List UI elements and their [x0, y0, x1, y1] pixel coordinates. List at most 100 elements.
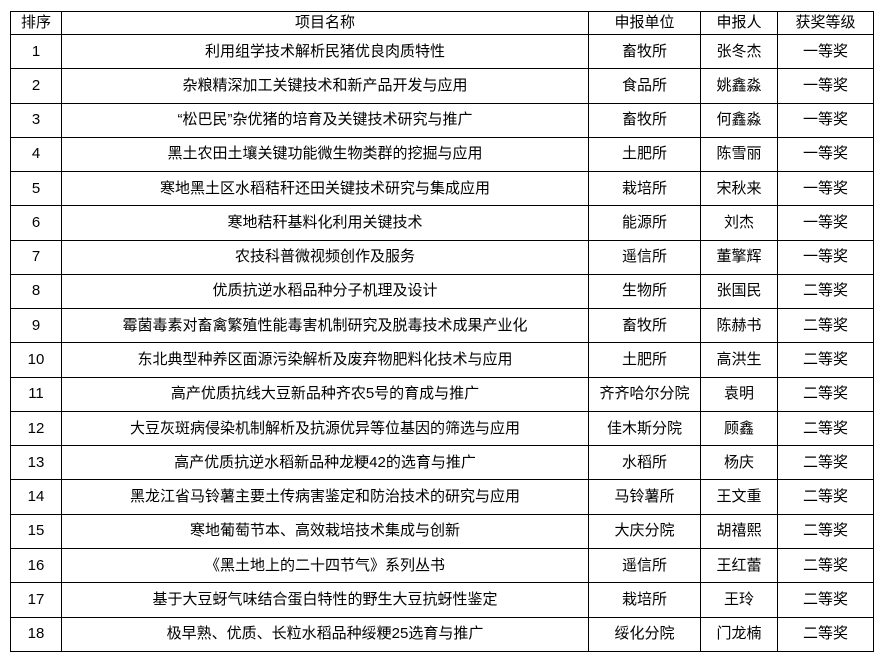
cell-applicant: 张国民 [700, 273, 778, 310]
cell-applicant: 宋秋来 [700, 171, 778, 207]
cell-rank: 12 [10, 410, 62, 447]
header-row: 排序 项目名称 申报单位 申报人 获奖等级 [10, 11, 874, 35]
cell-rank: 9 [10, 308, 62, 344]
cell-applicant: 董擎辉 [700, 239, 778, 275]
table-row: 7 农技科普微视频创作及服务 遥信所 董擎辉 一等奖 [10, 239, 874, 275]
cell-award: 一等奖 [777, 102, 874, 138]
table-row: 11 高产优质抗线大豆新品种齐农5号的育成与推广 齐齐哈尔分院 袁明 二等奖 [10, 376, 874, 412]
cell-award: 一等奖 [777, 33, 874, 70]
cell-award: 一等奖 [777, 205, 874, 241]
table-row: 5 寒地黑土区水稻秸秆还田关键技术研究与集成应用 栽培所 宋秋来 一等奖 [10, 171, 874, 207]
cell-award: 二等奖 [777, 479, 874, 515]
cell-unit: 畜牧所 [588, 33, 701, 70]
cell-award: 二等奖 [777, 582, 874, 618]
cell-award: 二等奖 [777, 513, 874, 549]
table-row: 1 利用组学技术解析民猪优良肉质特性 畜牧所 张冬杰 一等奖 [10, 33, 874, 70]
table-row: 2 杂粮精深加工关键技术和新产品开发与应用 食品所 姚鑫淼 一等奖 [10, 68, 874, 104]
cell-award: 二等奖 [777, 342, 874, 378]
cell-rank: 5 [10, 171, 62, 207]
cell-applicant: 王文重 [700, 479, 778, 515]
cell-rank: 13 [10, 445, 62, 481]
cell-applicant: 袁明 [700, 376, 778, 412]
cell-award: 一等奖 [777, 171, 874, 207]
cell-rank: 3 [10, 102, 62, 138]
cell-unit: 畜牧所 [588, 102, 701, 138]
cell-award: 二等奖 [777, 376, 874, 412]
cell-applicant: 王玲 [700, 582, 778, 618]
table-header: 排序 项目名称 申报单位 申报人 获奖等级 [10, 11, 874, 35]
cell-unit: 土肥所 [588, 342, 701, 378]
cell-rank: 2 [10, 68, 62, 104]
cell-award: 二等奖 [777, 273, 874, 310]
table-row: 18 极早熟、优质、长粒水稻品种绥粳25选育与推广 绥化分院 门龙楠 二等奖 [10, 616, 874, 653]
cell-rank: 1 [10, 33, 62, 70]
cell-award: 一等奖 [777, 136, 874, 173]
cell-unit: 食品所 [588, 68, 701, 104]
cell-rank: 14 [10, 479, 62, 515]
cell-project: 农技科普微视频创作及服务 [61, 239, 589, 275]
header-award: 获奖等级 [777, 11, 874, 35]
cell-project: 寒地黑土区水稻秸秆还田关键技术研究与集成应用 [61, 171, 589, 207]
cell-project: 黑土农田土壤关键功能微生物类群的挖掘与应用 [61, 136, 589, 173]
cell-project: 寒地葡萄节本、高效栽培技术集成与创新 [61, 513, 589, 549]
cell-rank: 7 [10, 239, 62, 275]
cell-unit: 遥信所 [588, 547, 701, 584]
cell-award: 二等奖 [777, 616, 874, 653]
cell-applicant: 胡禧熙 [700, 513, 778, 549]
cell-project: 黑龙江省马铃薯主要土传病害鉴定和防治技术的研究与应用 [61, 479, 589, 515]
header-rank: 排序 [10, 11, 62, 35]
cell-project: 利用组学技术解析民猪优良肉质特性 [61, 33, 589, 70]
cell-unit: 畜牧所 [588, 308, 701, 344]
table-body: 1 利用组学技术解析民猪优良肉质特性 畜牧所 张冬杰 一等奖 2 杂粮精深加工关键技术和新产… [10, 33, 874, 653]
cell-project: 杂粮精深加工关键技术和新产品开发与应用 [61, 68, 589, 104]
table-row: 13 高产优质抗逆水稻新品种龙粳42的选育与推广 水稻所 杨庆 二等奖 [10, 445, 874, 481]
cell-project: 大豆灰斑病侵染机制解析及抗源优异等位基因的筛选与应用 [61, 410, 589, 447]
cell-applicant: 姚鑫淼 [700, 68, 778, 104]
cell-unit: 能源所 [588, 205, 701, 241]
table-row: 9 霉菌毒素对畜禽繁殖性能毒害机制研究及脱毒技术成果产业化 畜牧所 陈赫书 二等奖 [10, 308, 874, 344]
cell-rank: 18 [10, 616, 62, 653]
cell-rank: 17 [10, 582, 62, 618]
cell-project: 高产优质抗逆水稻新品种龙粳42的选育与推广 [61, 445, 589, 481]
cell-project: 极早熟、优质、长粒水稻品种绥粳25选育与推广 [61, 616, 589, 653]
cell-applicant: 王红蕾 [700, 547, 778, 584]
award-table-container: 排序 项目名称 申报单位 申报人 获奖等级 1 利用组学技术解析民猪优良肉质特性畜… [10, 11, 874, 653]
cell-award: 二等奖 [777, 308, 874, 344]
cell-rank: 4 [10, 136, 62, 173]
cell-unit: 水稻所 [588, 445, 701, 481]
cell-applicant: 门龙楠 [700, 616, 778, 653]
header-project: 项目名称 [61, 11, 589, 35]
cell-rank: 16 [10, 547, 62, 584]
cell-unit: 生物所 [588, 273, 701, 310]
cell-applicant: 陈雪丽 [700, 136, 778, 173]
cell-applicant: 顾鑫 [700, 410, 778, 447]
cell-applicant: 刘杰 [700, 205, 778, 241]
table-row: 17 基于大豆蚜气味结合蛋白特性的野生大豆抗蚜性鉴定 栽培所 王玲 二等奖 [10, 582, 874, 618]
cell-project: 东北典型种养区面源污染解析及废弃物肥料化技术与应用 [61, 342, 589, 378]
cell-applicant: 张冬杰 [700, 33, 778, 70]
cell-project: 《黑土地上的二十四节气》系列丛书 [61, 547, 589, 584]
cell-project: 高产优质抗线大豆新品种齐农5号的育成与推广 [61, 376, 589, 412]
cell-unit: 佳木斯分院 [588, 410, 701, 447]
cell-award: 一等奖 [777, 239, 874, 275]
cell-unit: 马铃薯所 [588, 479, 701, 515]
table-row: 15 寒地葡萄节本、高效栽培技术集成与创新 大庆分院 胡禧熙 二等奖 [10, 513, 874, 549]
table-row: 3 “松巴民”杂优猪的培育及关键技术研究与推广 畜牧所 何鑫淼 一等奖 [10, 102, 874, 138]
header-unit: 申报单位 [588, 11, 701, 35]
cell-project: 霉菌毒素对畜禽繁殖性能毒害机制研究及脱毒技术成果产业化 [61, 308, 589, 344]
cell-applicant: 何鑫淼 [700, 102, 778, 138]
table-row: 6 寒地秸秆基料化利用关键技术 能源所 刘杰 一等奖 [10, 205, 874, 241]
cell-award: 一等奖 [777, 68, 874, 104]
cell-award: 二等奖 [777, 445, 874, 481]
header-applicant: 申报人 [700, 11, 778, 35]
cell-unit: 土肥所 [588, 136, 701, 173]
cell-unit: 大庆分院 [588, 513, 701, 549]
cell-rank: 15 [10, 513, 62, 549]
cell-unit: 绥化分院 [588, 616, 701, 653]
cell-rank: 8 [10, 273, 62, 310]
cell-unit: 齐齐哈尔分院 [588, 376, 701, 412]
award-table: 排序 项目名称 申报单位 申报人 获奖等级 1 利用组学技术解析民猪优良肉质特性畜… [10, 11, 874, 653]
cell-applicant: 杨庆 [700, 445, 778, 481]
cell-award: 二等奖 [777, 547, 874, 584]
table-row: 12 大豆灰斑病侵染机制解析及抗源优异等位基因的筛选与应用 佳木斯分院 顾鑫 二等奖 [10, 410, 874, 447]
